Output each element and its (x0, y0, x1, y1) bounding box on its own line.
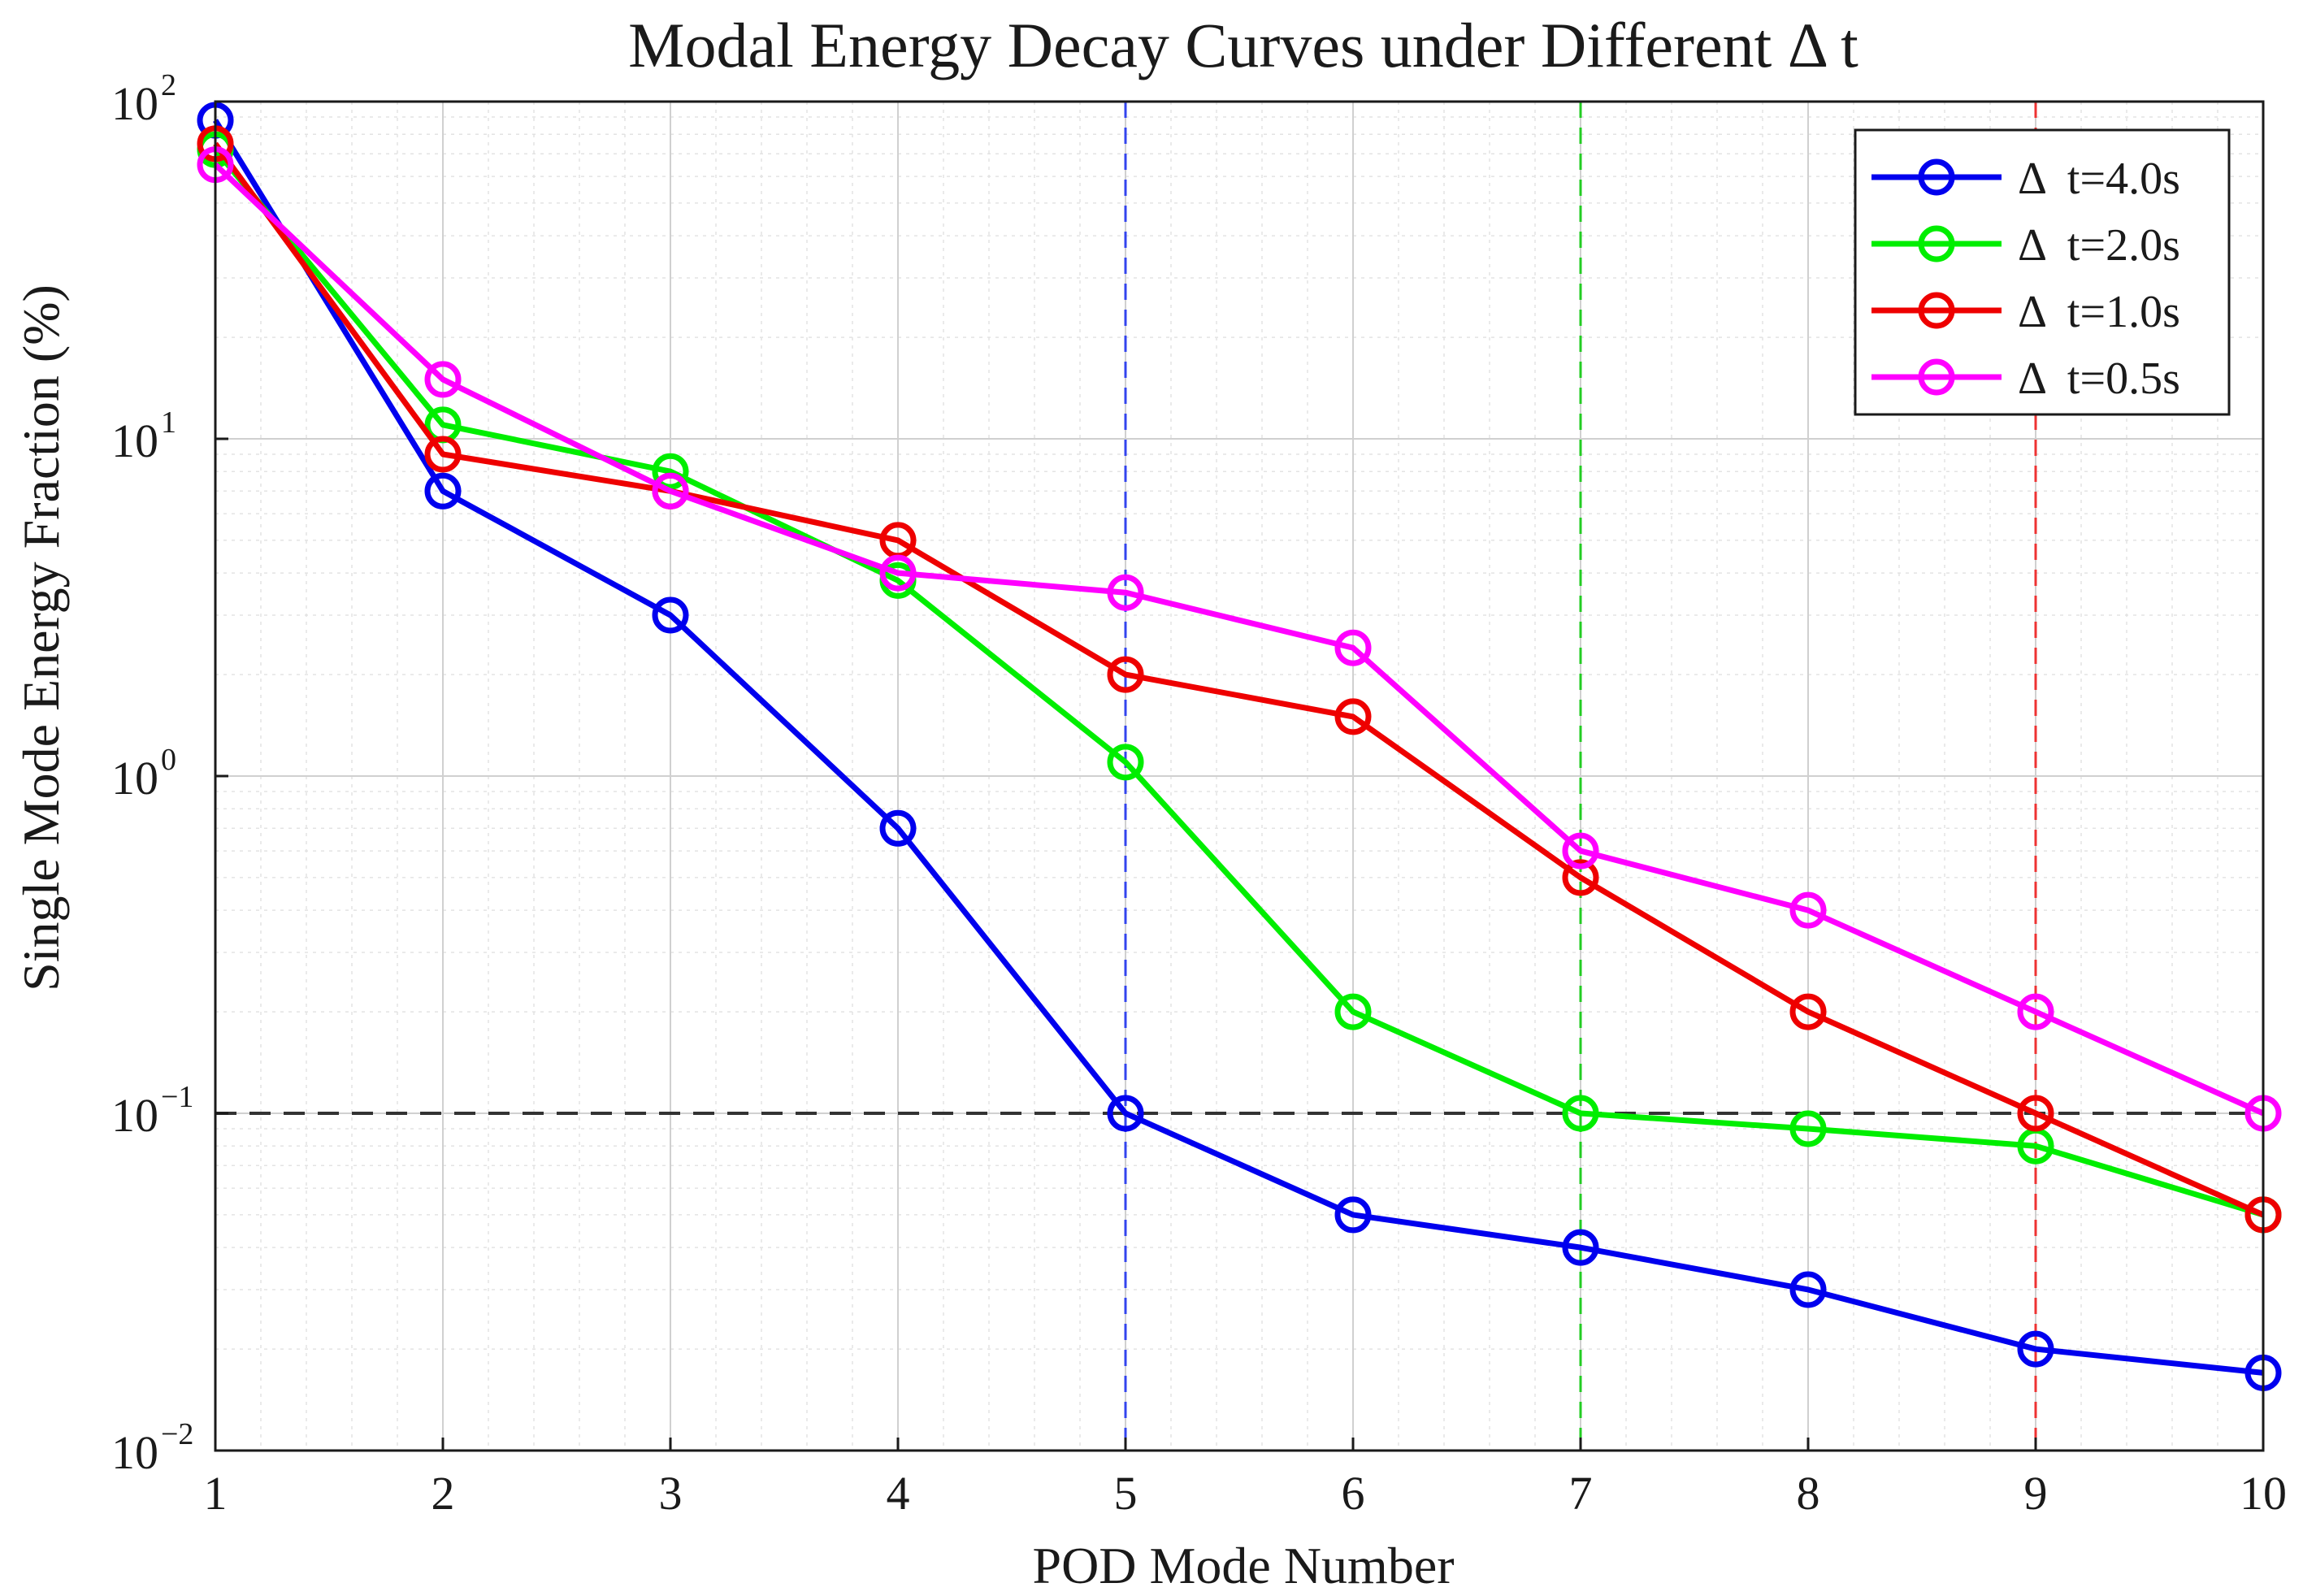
series-0-point (1562, 1229, 1599, 1266)
series-0-point (2017, 1330, 2054, 1368)
series-0-point (1334, 1196, 1372, 1234)
series-3-point (424, 361, 462, 398)
series-3-point (652, 472, 689, 510)
series-line-0 (213, 119, 2264, 1376)
chart-title: Modal Energy Decay Curves under Differen… (628, 10, 1858, 80)
series-line-1 (213, 147, 2265, 1218)
series-2-point (1789, 993, 1827, 1030)
series-3-point (1334, 629, 1372, 666)
series-line-3 (213, 163, 2265, 1117)
series-0-point (652, 596, 689, 634)
y-tick-label: 10 (111, 414, 158, 467)
x-tick-label: 9 (2024, 1467, 2048, 1520)
x-tick-label: 7 (1569, 1467, 1593, 1520)
series-line-2 (213, 141, 2265, 1218)
series-3-point (879, 554, 917, 592)
series-0-point (879, 809, 917, 847)
legend-marker-1 (1918, 225, 1955, 262)
series-2-point (2017, 1095, 2054, 1132)
series-1-point (1562, 1095, 1599, 1132)
x-tick-label: 6 (1342, 1467, 1365, 1520)
series-0-point (1107, 1095, 1144, 1132)
legend-marker-3 (1918, 358, 1955, 396)
series-2-point (1107, 656, 1144, 693)
y-tick-label: 10 (111, 1089, 158, 1142)
x-tick-label: 8 (1797, 1467, 1820, 1520)
legend-label-1: Δ t=2.0s (2018, 220, 2180, 271)
legend-marker-0 (1918, 158, 1955, 196)
x-tick-label: 4 (887, 1467, 910, 1520)
legend-label-0: Δ t=4.0s (2018, 154, 2180, 204)
series-1-point (1789, 1110, 1827, 1147)
series-3-point (1562, 832, 1599, 870)
y-tick-exponent: −2 (161, 1417, 193, 1451)
series-1-point (652, 453, 689, 490)
legend-label-3: Δ t=0.5s (2018, 353, 2180, 404)
legend-label-2: Δ t=1.0s (2018, 287, 2180, 337)
y-tick-exponent: −1 (161, 1080, 193, 1114)
y-tick-label: 10 (111, 77, 158, 130)
y-axis-label: Single Mode Energy Fraction (%) (12, 284, 70, 991)
x-tick-label: 1 (204, 1467, 228, 1520)
series-2-point (1334, 698, 1372, 735)
x-tick-label: 5 (1114, 1467, 1138, 1520)
series-3-point (1789, 891, 1827, 929)
y-tick-exponent: 0 (161, 743, 176, 777)
y-tick-label: 10 (111, 752, 158, 805)
series-3-point (1107, 574, 1144, 611)
x-axis-ticks: 1 2 3 4 5 6 7 8 9 10 (204, 1438, 2287, 1520)
x-tick-label: 2 (432, 1467, 455, 1520)
legend-marker-2 (1918, 292, 1955, 329)
series-2-point (424, 436, 462, 473)
y-tick-exponent: 1 (161, 406, 176, 440)
y-tick-exponent: 2 (161, 68, 176, 102)
series-1-point (1107, 744, 1144, 781)
x-tick-label: 10 (2240, 1467, 2287, 1520)
legend: Δ t=4.0s Δ t=2.0s Δ t=1.0s Δ t=0.5s (1854, 128, 2231, 416)
series-0-point (424, 472, 462, 510)
series-2-point (1562, 859, 1599, 896)
series-0-point (1789, 1271, 1827, 1308)
series-1-point (1334, 993, 1372, 1030)
y-tick-label: 10 (111, 1426, 158, 1479)
x-tick-label: 3 (659, 1467, 683, 1520)
series-3-point (2017, 993, 2054, 1030)
x-axis-label: POD Mode Number (1032, 1537, 1454, 1594)
